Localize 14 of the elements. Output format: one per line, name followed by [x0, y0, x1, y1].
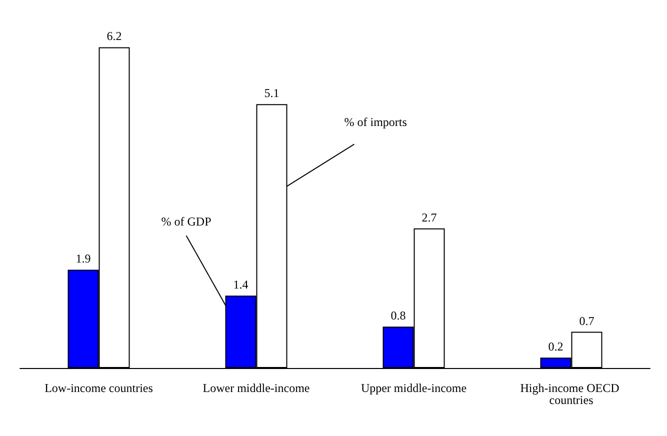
x-tick-label: Lower middle-income: [202, 381, 310, 395]
data-label: 0.8: [390, 308, 406, 323]
x-tick-label: Low-income countries: [44, 381, 154, 395]
data-label: 0.2: [548, 340, 564, 354]
data-label: 2.7: [422, 210, 437, 224]
data-label: 1.4: [233, 278, 248, 292]
text: % of GDP: [161, 214, 212, 229]
x-tick-label: High-income OECD countries: [520, 381, 622, 407]
data-label: 6.2: [106, 29, 122, 44]
text: % of imports: [344, 115, 408, 130]
x-tick-label: Upper middle-income: [360, 381, 467, 395]
data-label: 5.1: [264, 86, 280, 100]
data-label: 1.9: [76, 252, 91, 266]
data-label: 0.7: [579, 314, 594, 328]
